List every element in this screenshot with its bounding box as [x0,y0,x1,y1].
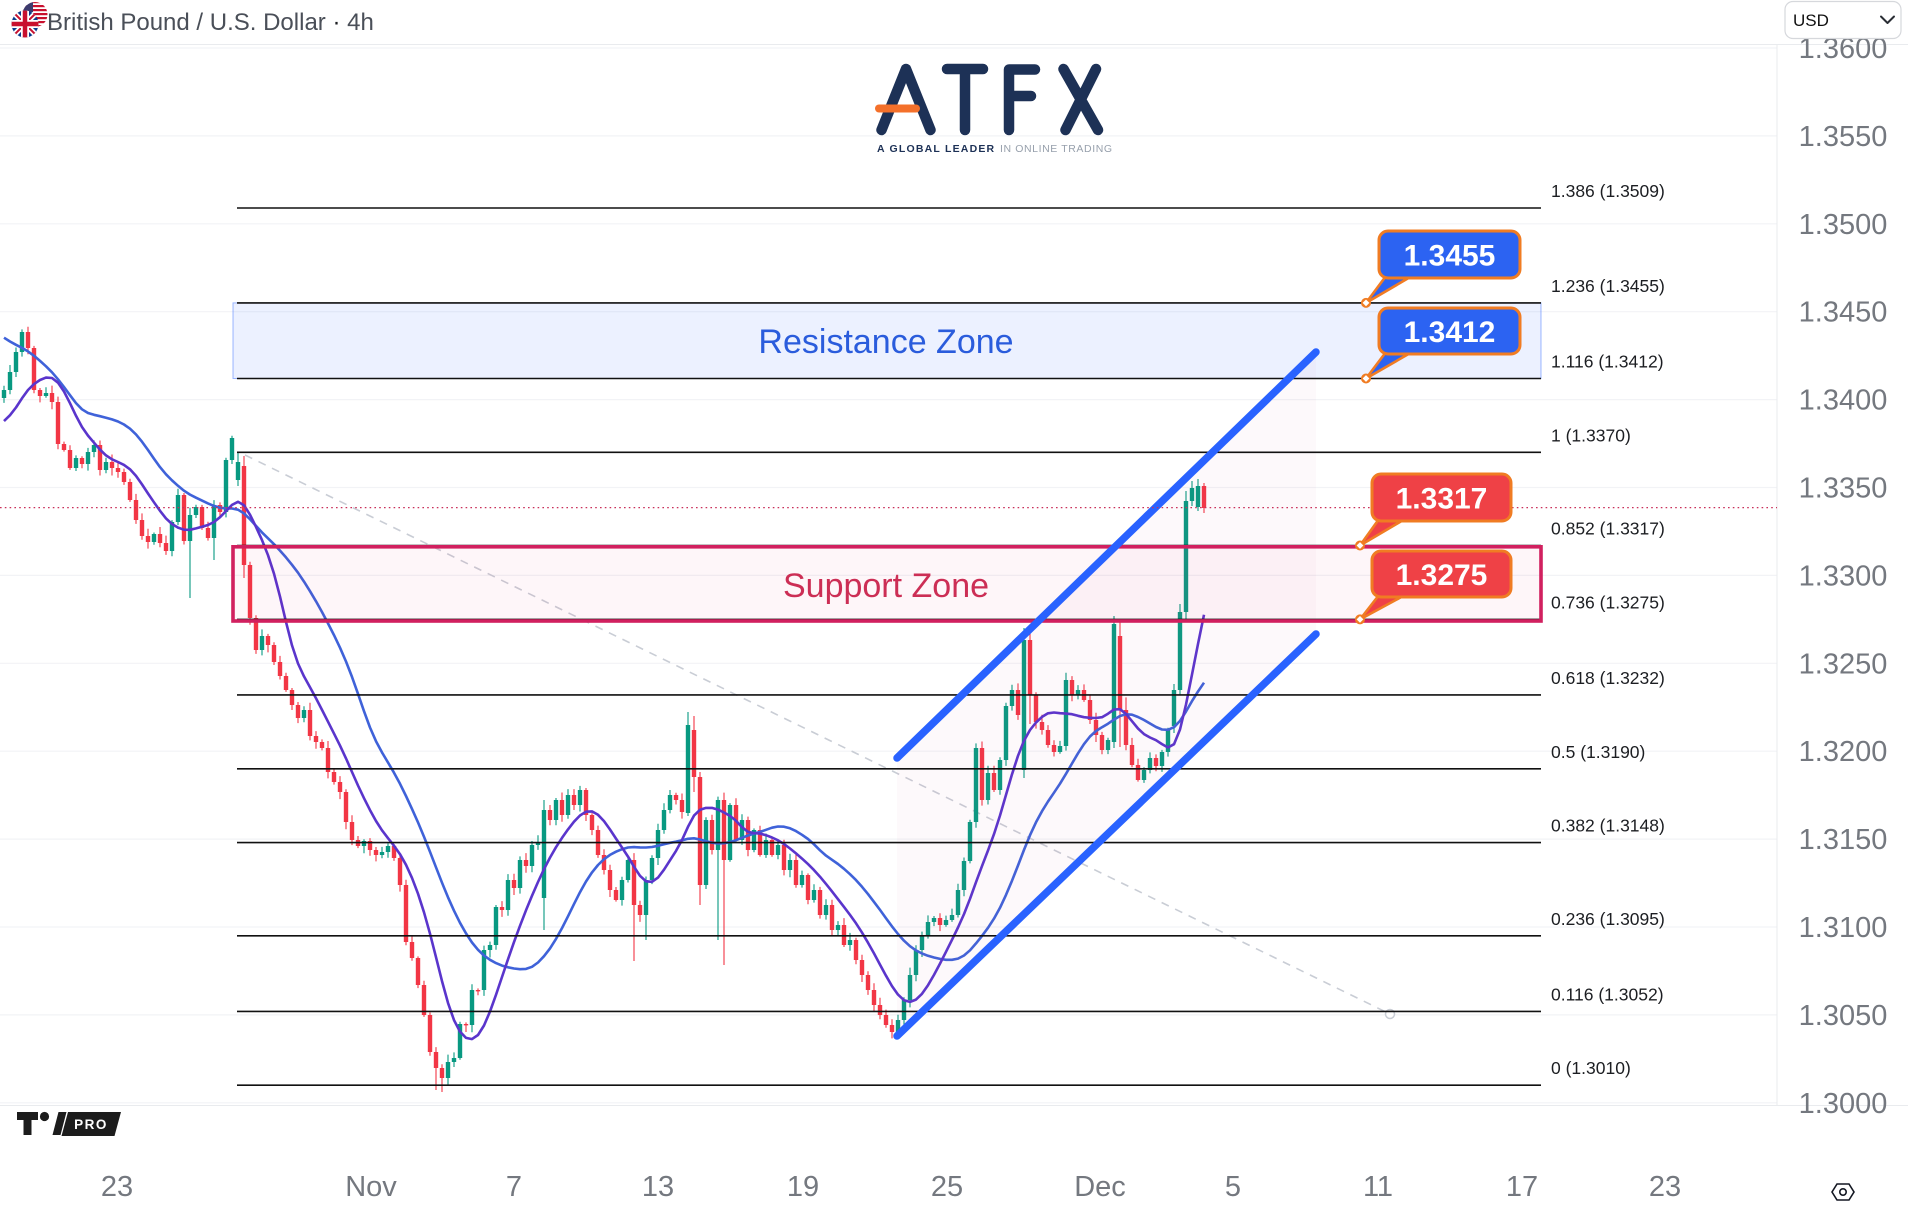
svg-text:0.5 (1.3190): 0.5 (1.3190) [1551,742,1645,762]
svg-text:British Pound / U.S. Dollar ·: British Pound / U.S. Dollar · 4h [47,9,374,36]
svg-text:25: 25 [931,1171,963,1203]
svg-text:17: 17 [1506,1171,1538,1203]
svg-text:1.3300: 1.3300 [1799,560,1888,592]
svg-text:1.3500: 1.3500 [1799,209,1888,241]
svg-text:1.3275: 1.3275 [1396,559,1488,592]
svg-text:1 (1.3370): 1 (1.3370) [1551,425,1631,445]
svg-text:0.736 (1.3275): 0.736 (1.3275) [1551,592,1665,612]
svg-text:23: 23 [1649,1171,1681,1203]
svg-text:1.3200: 1.3200 [1799,736,1888,768]
svg-text:Dec: Dec [1074,1171,1126,1203]
svg-text:USD: USD [1793,11,1829,30]
svg-text:Support Zone: Support Zone [783,567,989,605]
svg-text:A GLOBAL LEADER: A GLOBAL LEADER [877,143,995,155]
svg-text:13: 13 [642,1171,674,1203]
svg-text:1.3317: 1.3317 [1396,483,1488,516]
svg-text:Resistance Zone: Resistance Zone [758,323,1013,361]
svg-text:23: 23 [101,1171,133,1203]
svg-text:Nov: Nov [345,1171,397,1203]
svg-text:1.3250: 1.3250 [1799,648,1888,680]
svg-text:0.852 (1.3317): 0.852 (1.3317) [1551,519,1665,539]
svg-text:1.3100: 1.3100 [1799,912,1888,944]
svg-text:0.618 (1.3232): 0.618 (1.3232) [1551,668,1665,688]
svg-text:1.3050: 1.3050 [1799,1000,1888,1032]
svg-text:1.3450: 1.3450 [1799,297,1888,329]
svg-text:1.3550: 1.3550 [1799,121,1888,153]
svg-text:7: 7 [506,1171,522,1203]
svg-text:0.116 (1.3052): 0.116 (1.3052) [1551,984,1664,1004]
svg-text:1.236 (1.3455): 1.236 (1.3455) [1551,276,1665,296]
svg-text:1.116 (1.3412): 1.116 (1.3412) [1551,352,1664,372]
svg-text:1.3455: 1.3455 [1404,240,1496,273]
svg-text:1.3350: 1.3350 [1799,473,1888,505]
svg-text:19: 19 [787,1171,819,1203]
svg-text:11: 11 [1363,1171,1393,1203]
svg-text:0 (1.3010): 0 (1.3010) [1551,1058,1631,1078]
svg-text:5: 5 [1225,1171,1241,1203]
svg-text:1.3400: 1.3400 [1799,385,1888,417]
svg-text:0.382 (1.3148): 0.382 (1.3148) [1551,816,1665,836]
svg-text:1.3150: 1.3150 [1799,824,1888,856]
svg-text:IN ONLINE TRADING: IN ONLINE TRADING [1000,143,1113,155]
svg-text:1.386 (1.3509): 1.386 (1.3509) [1551,181,1665,201]
svg-text:1.3412: 1.3412 [1404,316,1496,349]
svg-text:PRO: PRO [74,1117,108,1132]
svg-text:0.236 (1.3095): 0.236 (1.3095) [1551,909,1665,929]
svg-text:1.3000: 1.3000 [1799,1088,1888,1120]
